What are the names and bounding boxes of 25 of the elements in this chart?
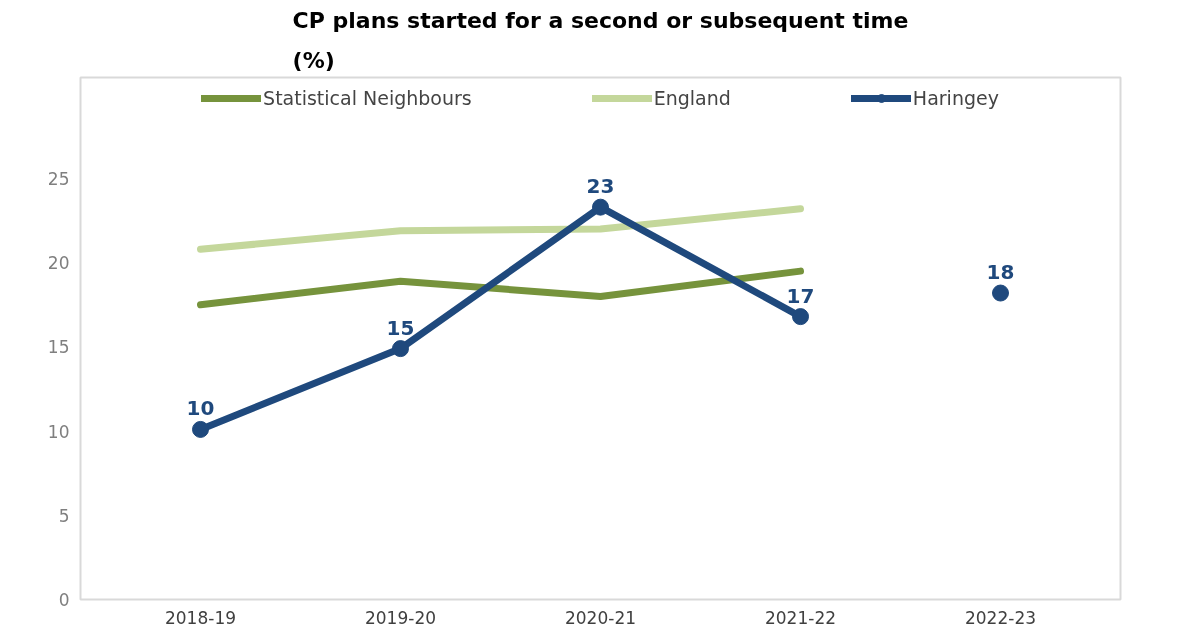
data-label: 23 <box>586 174 615 199</box>
point <box>592 198 609 216</box>
legend-label: Statistical Neighbours <box>263 87 472 109</box>
point <box>192 420 209 438</box>
chart-title: CP plans started for a second or subsequent time (%) <box>292 7 909 73</box>
x-tick-label: 2020-21 <box>564 607 637 628</box>
y-tick-label: 10 <box>47 421 70 442</box>
legend-label: Haringey <box>912 87 999 109</box>
data-label: 10 <box>186 396 215 421</box>
y-tick-label: 25 <box>47 169 70 190</box>
y-tick-label: 15 <box>47 337 70 358</box>
y-tick-label: 0 <box>58 590 70 610</box>
x-tick-label: 2022-23 <box>964 607 1037 628</box>
point <box>392 340 409 358</box>
x-tick-label: 2019-20 <box>364 607 437 628</box>
point <box>992 284 1009 302</box>
point <box>792 308 809 326</box>
y-tick-label: 5 <box>58 505 70 526</box>
data-label: 18 <box>986 260 1015 285</box>
legend-label: England <box>653 87 731 109</box>
data-label: 15 <box>386 315 415 340</box>
x-tick-label: 2021-22 <box>764 607 837 628</box>
x-tick-label: 2018-19 <box>164 607 237 628</box>
y-tick-label: 20 <box>47 253 70 274</box>
data-label: 17 <box>786 283 815 308</box>
